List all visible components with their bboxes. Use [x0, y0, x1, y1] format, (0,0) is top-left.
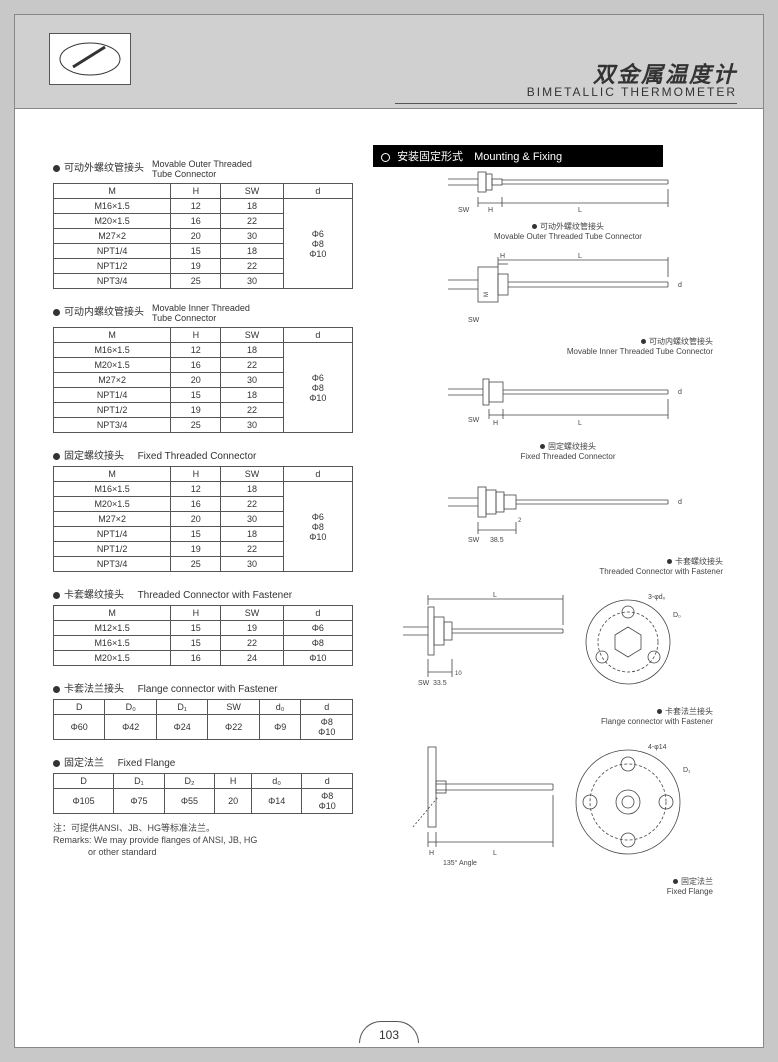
content: 安装固定形式 Mounting & Fixing 可动外螺纹管接头 Movable…: [53, 145, 743, 897]
bullet-icon: [53, 592, 60, 599]
svg-text:d: d: [678, 282, 682, 289]
table2-title: 可动内螺纹管接头 Movable Inner ThreadedTube Conne…: [53, 303, 373, 323]
section-cn: 安装固定形式: [397, 151, 463, 163]
svg-text:H: H: [429, 850, 434, 857]
table1: MHSWd M16×1.51218Φ6Φ8Φ10 M20×1.51622 M27…: [53, 183, 353, 289]
t2-cn: 可动内螺纹管接头: [64, 307, 144, 318]
t5-cn: 卡套法兰接头: [64, 684, 124, 695]
svg-text:D₁: D₁: [683, 767, 691, 774]
diagram1: SW H L 可动外螺纹管接头Movable Outer Threaded Tu…: [393, 167, 743, 242]
bullet-icon: [53, 165, 60, 172]
bullet-icon: [53, 686, 60, 693]
t5-en: Flange connector with Fastener: [138, 684, 278, 695]
table1-title: 可动外螺纹管接头 Movable Outer ThreadedTube Conne…: [53, 159, 373, 179]
svg-text:135° Angle: 135° Angle: [443, 859, 477, 867]
remarks-en: Remarks: We may provide flanges of ANSI,…: [53, 834, 373, 858]
svg-text:L: L: [493, 592, 497, 599]
logo: [49, 33, 131, 85]
t1-en: Movable Outer ThreadedTube Connector: [152, 159, 252, 179]
circle-icon: [381, 153, 390, 162]
svg-text:3-φd₀: 3-φd₀: [648, 594, 666, 601]
left-column: 可动外螺纹管接头 Movable Outer ThreadedTube Conne…: [53, 145, 373, 858]
t4-en: Threaded Connector with Fastener: [138, 590, 293, 601]
header-bar: 双金属温度计 BIMETALLIC THERMOMETER: [15, 15, 763, 109]
svg-text:SW: SW: [458, 207, 470, 214]
table5-title: 卡套法兰接头 Flange connector with Fastener: [53, 680, 373, 695]
svg-text:SW: SW: [418, 680, 430, 687]
section-en: Mounting & Fixing: [474, 151, 562, 163]
svg-text:L: L: [578, 253, 582, 260]
section-header: 安装固定形式 Mounting & Fixing: [373, 145, 663, 167]
t1-cn: 可动外螺纹管接头: [64, 163, 144, 174]
table6: DD₁D₂Hd₀d Φ105Φ75Φ5520Φ14Φ8Φ10: [53, 773, 353, 814]
diagram2: H L SW d M 可动内螺纹管接头Movable Inner Threade…: [393, 252, 743, 357]
page-number: 103: [359, 1021, 419, 1043]
svg-text:4-φ14: 4-φ14: [648, 744, 667, 751]
svg-text:M: M: [484, 292, 490, 297]
table4: MHSWd M12×1.51519Φ6 M16×1.51522Φ8 M20×1.…: [53, 605, 353, 666]
t3-cn: 固定螺纹接头: [64, 451, 124, 462]
diagram4: SW 38.5 2 d 卡套螺纹接头Threaded Connector wit…: [393, 472, 743, 577]
t6-en: Fixed Flange: [118, 758, 176, 769]
svg-text:L: L: [578, 207, 582, 214]
t2-en: Movable Inner ThreadedTube Connector: [152, 303, 250, 323]
svg-text:d: d: [678, 499, 682, 506]
t3-en: Fixed Threaded Connector: [138, 451, 257, 462]
svg-text:d: d: [678, 389, 682, 396]
t4-cn: 卡套螺纹接头: [64, 590, 124, 601]
svg-text:D₀: D₀: [673, 612, 681, 619]
table3-title: 固定螺纹接头 Fixed Threaded Connector: [53, 447, 373, 462]
svg-text:H: H: [493, 420, 498, 427]
svg-text:38.5: 38.5: [490, 537, 504, 544]
svg-text:33.5: 33.5: [433, 680, 447, 687]
svg-text:SW: SW: [468, 417, 480, 424]
t6-cn: 固定法兰: [64, 758, 104, 769]
title-en: BIMETALLIC THERMOMETER: [527, 85, 737, 99]
diagram6: H L 135° Angle 4-φ14 D₁: [393, 737, 743, 867]
bullet-icon: [53, 309, 60, 316]
svg-text:2: 2: [518, 518, 522, 524]
svg-text:L: L: [493, 850, 497, 857]
svg-text:10: 10: [455, 671, 462, 677]
diagram5: L SW 33.5 10 3-φd₀ D₀: [393, 587, 743, 697]
svg-text:L: L: [578, 420, 582, 427]
bullet-icon: [53, 453, 60, 460]
remarks: 注：可提供ANSI、JB、HG等标准法兰。 Remarks: We may pr…: [53, 822, 373, 858]
table6-title: 固定法兰 Fixed Flange: [53, 754, 373, 769]
table2: MHSWd M16×1.51218Φ6Φ8Φ10 M20×1.51622 M27…: [53, 327, 353, 433]
table3: MHSWd M16×1.51218Φ6Φ8Φ10 M20×1.51622 M27…: [53, 466, 353, 572]
svg-text:SW: SW: [468, 317, 480, 324]
page: 双金属温度计 BIMETALLIC THERMOMETER 安装固定形式 Mou…: [14, 14, 764, 1048]
title-line: [395, 103, 737, 104]
right-column: SW H L 可动外螺纹管接头Movable Outer Threaded Tu…: [393, 167, 743, 897]
svg-text:H: H: [500, 253, 505, 260]
bullet-icon: [53, 760, 60, 767]
table5: DD₀D₁SWd₀d Φ60Φ42Φ24Φ22Φ9Φ8Φ10: [53, 699, 353, 740]
diagram3: SW H L d 固定螺纹接头Fixed Threaded Connector: [393, 367, 743, 462]
table4-title: 卡套螺纹接头 Threaded Connector with Fastener: [53, 586, 373, 601]
svg-text:SW: SW: [468, 537, 480, 544]
svg-text:H: H: [488, 207, 493, 214]
remarks-cn: 注：可提供ANSI、JB、HG等标准法兰。: [53, 822, 373, 834]
